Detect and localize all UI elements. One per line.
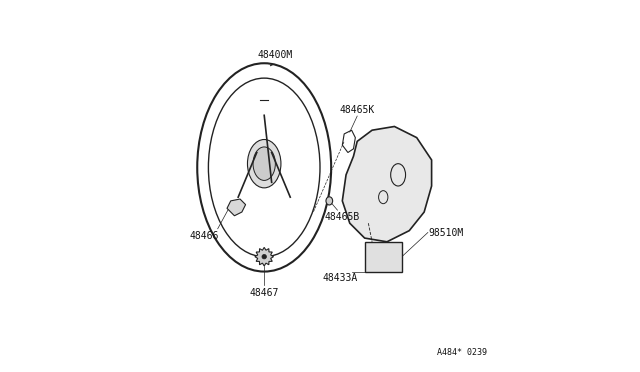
Ellipse shape	[248, 140, 281, 188]
Text: 48465K: 48465K	[340, 105, 375, 115]
Text: 48466: 48466	[190, 231, 220, 241]
Polygon shape	[227, 199, 246, 216]
Text: 98510M: 98510M	[428, 228, 463, 237]
Text: 48433A: 48433A	[323, 273, 358, 283]
Ellipse shape	[262, 254, 266, 259]
Ellipse shape	[253, 147, 275, 180]
Text: 48467: 48467	[250, 288, 279, 298]
Text: 48465B: 48465B	[324, 212, 360, 222]
Text: A484* 0239: A484* 0239	[437, 348, 488, 357]
Polygon shape	[255, 247, 273, 266]
Ellipse shape	[326, 197, 333, 205]
Polygon shape	[342, 126, 431, 242]
Text: 48400M: 48400M	[258, 49, 293, 60]
Bar	[365, 242, 402, 272]
